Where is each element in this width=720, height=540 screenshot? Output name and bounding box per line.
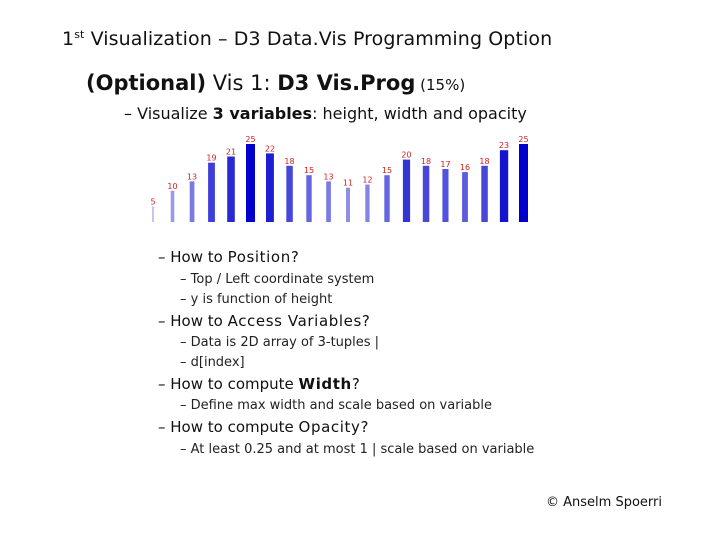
bar (189, 181, 195, 222)
bar-data-label: 15 (382, 166, 392, 175)
bar (384, 175, 390, 222)
subtitle-percent: (15%) (415, 76, 466, 94)
sub-bullet: – At least 0.25 and at most 1 | scale ba… (180, 442, 535, 457)
bullet-keyword: Position (227, 248, 291, 266)
bullet-keyword: Opacity (298, 418, 361, 436)
title-prefix: 1 (62, 28, 75, 50)
bar-data-label: 18 (284, 157, 294, 166)
bullet-dash: – (158, 375, 171, 393)
bar (227, 156, 235, 222)
bullet-opacity: – How to compute Opacity? (158, 418, 368, 436)
bullet-keyword: Width (298, 375, 352, 393)
bar (286, 165, 293, 222)
bar (481, 165, 488, 222)
variables-bullet-bold: 3 variables (212, 104, 313, 123)
bar-data-label: 19 (206, 154, 216, 163)
bar-data-label: 11 (343, 179, 353, 188)
bar-data-label: 25 (245, 135, 255, 144)
sub-bullet: – Data is 2D array of 3-tuples | (180, 335, 380, 350)
bar (442, 169, 449, 222)
bar (346, 187, 350, 222)
bullet-pre: How to (170, 312, 228, 330)
variables-bullet-dash: – (124, 104, 138, 123)
bar (326, 181, 331, 222)
copyright-footer: © Anselm Spoerri (546, 495, 662, 510)
bar (365, 184, 370, 222)
bar (208, 162, 215, 222)
bar-data-label: 21 (226, 148, 236, 157)
bar-data-label: 16 (460, 163, 470, 172)
bullet-pre: How to compute (170, 418, 299, 436)
bar-data-label: 15 (304, 166, 314, 175)
slide-title: 1st Visualization – D3 Data.Vis Programm… (62, 28, 552, 50)
variables-bullet-post: : height, width and opacity (312, 104, 527, 123)
sub-bullet: – d[index] (180, 355, 245, 370)
bar (462, 172, 468, 222)
variables-bullet-pre: Visualize (137, 104, 213, 123)
bullet-pre: How to (170, 248, 228, 266)
bullet-dash: – (158, 418, 171, 436)
bullet-post: ? (361, 312, 370, 330)
subtitle-optional: (Optional) (86, 71, 207, 95)
bar-data-label: 25 (518, 135, 528, 144)
bar-data-label: 18 (479, 157, 489, 166)
bullet-width: – How to compute Width? (158, 375, 360, 393)
bar (499, 150, 509, 222)
bullet-post: ? (290, 248, 299, 266)
bullet-post: ? (351, 375, 360, 393)
bullet-post: ? (360, 418, 369, 436)
bullet-position: – How to Position? (158, 248, 299, 266)
bullet-dash: – (158, 248, 171, 266)
sub-bullet: – Top / Left coordinate system (180, 272, 375, 287)
bar-chart: 5 10 13 19 21 25 22 18 15 13 11 12 15 20 18 17 16 18 23 25 (150, 135, 529, 222)
bar-data-label: 18 (421, 157, 431, 166)
bullet-dash: – (158, 312, 171, 330)
bar-data-label: 13 (187, 172, 197, 181)
bullet-keyword: Access Variables (227, 312, 362, 330)
title-text: Visualization – D3 Data.Vis Programming … (84, 28, 553, 50)
subtitle-vis: Vis 1: (206, 71, 278, 95)
slide-subtitle: (Optional) Vis 1: D3 Vis.Prog (15%) (86, 71, 465, 95)
sub-bullet: – Define max width and scale based on va… (180, 398, 492, 413)
bar-data-label: 20 (401, 151, 411, 160)
bar-data-label: 23 (499, 141, 509, 150)
bar-data-label: 17 (440, 160, 450, 169)
bar (246, 144, 255, 222)
bar-data-label: 10 (167, 182, 177, 191)
bullet-access-variables: – How to Access Variables? (158, 312, 370, 330)
variables-bullet: – Visualize 3 variables: height, width a… (124, 104, 527, 123)
bar (422, 165, 430, 222)
bar (170, 190, 175, 222)
bar (519, 144, 528, 222)
bar-data-label: 13 (323, 172, 333, 181)
bar-data-label: 22 (265, 144, 275, 153)
bullet-pre: How to compute (170, 375, 299, 393)
bar (152, 206, 154, 222)
bar (266, 153, 274, 222)
bar-data-label: 5 (150, 197, 155, 206)
title-superscript: st (74, 28, 85, 41)
sub-bullet: – y is function of height (180, 292, 333, 307)
subtitle-name: D3 Vis.Prog (277, 71, 416, 95)
bar-data-label: 12 (362, 176, 372, 185)
bar (306, 175, 312, 222)
bar (402, 159, 411, 222)
